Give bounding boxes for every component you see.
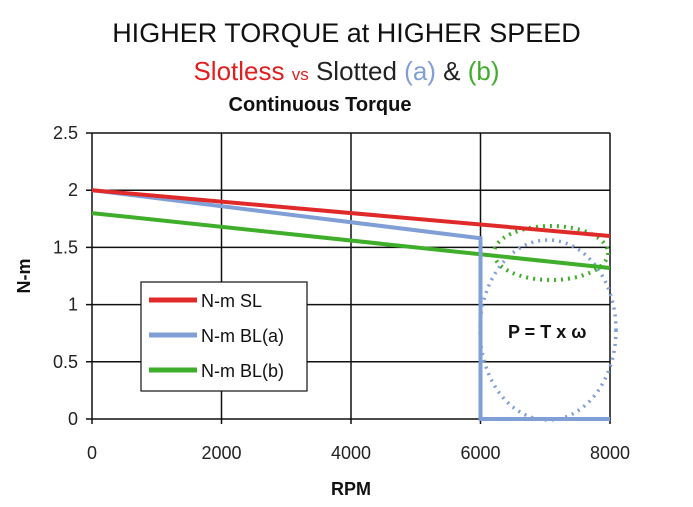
legend-label: N-m BL(b) xyxy=(201,361,284,381)
series-line-3 xyxy=(91,211,611,270)
b-label: (b) xyxy=(467,56,500,86)
x-axis-label: RPM xyxy=(331,479,371,499)
legend-label: N-m BL(a) xyxy=(201,326,284,346)
annotation-power: P = T x ω xyxy=(508,322,586,342)
x-tick-label: 8000 xyxy=(590,443,630,463)
slotless-label: Slotless xyxy=(193,56,285,86)
legend-label: N-m SL xyxy=(201,291,262,311)
series-line-1 xyxy=(91,188,611,238)
amp-label: & xyxy=(443,56,461,86)
x-tick-label: 6000 xyxy=(460,443,500,463)
dotted-ellipse-blue xyxy=(478,238,618,422)
series-line-2 xyxy=(91,188,610,421)
chart-subheading: Slotless vs Slotted (a) & (b) xyxy=(0,56,693,87)
chart-title: Continuous Torque xyxy=(228,94,412,116)
a-label: (a) xyxy=(404,56,436,86)
y-tick-label: 0 xyxy=(68,409,78,429)
y-tick-label: 1.5 xyxy=(53,237,78,257)
x-tick-label: 0 xyxy=(87,443,97,463)
chart-heading: HIGHER TORQUE at HIGHER SPEED xyxy=(112,18,581,48)
y-tick-label: 2 xyxy=(68,180,78,200)
y-tick-label: 0.5 xyxy=(53,352,78,372)
dotted-ellipse-green xyxy=(492,224,610,282)
slotted-label: Slotted xyxy=(315,56,397,86)
y-axis-label: N-m xyxy=(14,259,34,294)
y-tick-label: 1 xyxy=(68,295,78,315)
y-tick-label: 2.5 xyxy=(53,123,78,143)
x-tick-label: 4000 xyxy=(331,443,371,463)
vs-label: vs xyxy=(291,65,309,84)
x-tick-label: 2000 xyxy=(201,443,241,463)
